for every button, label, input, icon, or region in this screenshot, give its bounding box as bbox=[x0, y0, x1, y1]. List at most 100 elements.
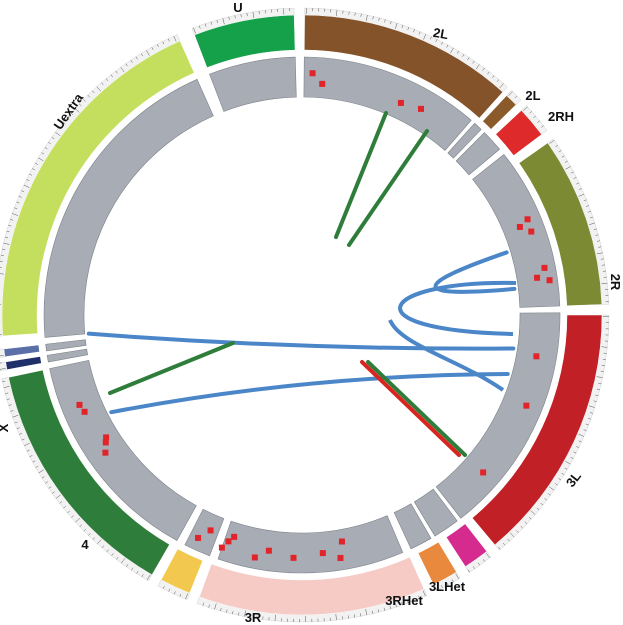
tick bbox=[35, 465, 39, 468]
tick bbox=[5, 392, 9, 394]
tick bbox=[41, 152, 45, 155]
tick bbox=[573, 451, 577, 454]
feature-marker bbox=[231, 533, 238, 540]
tick bbox=[0, 368, 6, 370]
tick bbox=[596, 252, 603, 255]
tick bbox=[593, 228, 597, 230]
label-u: U bbox=[233, 0, 242, 15]
tick bbox=[573, 177, 577, 179]
tick bbox=[435, 39, 438, 43]
tick bbox=[558, 150, 562, 153]
tick bbox=[162, 585, 165, 589]
tick bbox=[336, 9, 338, 16]
tick bbox=[561, 155, 565, 158]
link-6 bbox=[366, 360, 467, 457]
tick bbox=[214, 603, 217, 610]
tick bbox=[131, 567, 134, 571]
tick bbox=[482, 559, 486, 562]
tick bbox=[601, 346, 608, 348]
tick bbox=[228, 16, 230, 20]
track-segment-11 bbox=[46, 348, 89, 363]
tick bbox=[173, 591, 176, 595]
tick bbox=[2, 248, 6, 250]
tick bbox=[162, 41, 165, 45]
tick bbox=[401, 602, 403, 606]
feature-marker bbox=[541, 264, 548, 271]
tick bbox=[508, 91, 513, 97]
tick bbox=[593, 400, 597, 402]
tick bbox=[564, 467, 568, 470]
tick bbox=[16, 201, 20, 204]
feature-marker bbox=[290, 554, 297, 561]
ideogram-yhet bbox=[3, 344, 40, 358]
tick bbox=[401, 24, 404, 28]
ideogram-u bbox=[194, 14, 296, 68]
tick bbox=[570, 457, 574, 459]
tick bbox=[92, 537, 96, 540]
tick bbox=[365, 609, 368, 616]
feature-marker bbox=[546, 277, 553, 284]
tick bbox=[18, 196, 22, 198]
tick bbox=[29, 173, 33, 176]
tick bbox=[585, 423, 589, 426]
tick bbox=[135, 56, 138, 60]
tick bbox=[528, 517, 532, 520]
tick bbox=[23, 184, 30, 188]
tick bbox=[3, 386, 10, 388]
tick bbox=[514, 95, 518, 99]
feature-marker bbox=[103, 434, 110, 441]
ideogram-uextra bbox=[1, 40, 195, 337]
tick bbox=[21, 190, 25, 193]
tick bbox=[204, 23, 207, 27]
tick bbox=[26, 449, 30, 452]
feature-marker bbox=[533, 353, 540, 360]
tick bbox=[87, 94, 91, 98]
tick bbox=[156, 44, 159, 48]
tick bbox=[146, 50, 150, 56]
label-2r: 2R bbox=[608, 274, 623, 291]
tick bbox=[536, 507, 540, 511]
tick bbox=[105, 78, 109, 82]
tick bbox=[583, 429, 587, 431]
tick bbox=[45, 481, 48, 484]
tick bbox=[520, 525, 524, 529]
tick bbox=[541, 125, 544, 128]
track-segment-8 bbox=[217, 515, 404, 574]
tick bbox=[14, 421, 18, 424]
link-loop bbox=[398, 280, 517, 336]
tick bbox=[75, 517, 81, 523]
tick bbox=[394, 601, 397, 608]
tick bbox=[423, 34, 427, 40]
tick bbox=[32, 460, 36, 463]
tick bbox=[101, 545, 105, 549]
tick bbox=[354, 12, 356, 16]
tick bbox=[377, 609, 380, 613]
tick bbox=[16, 427, 20, 429]
tick bbox=[19, 433, 23, 435]
tick bbox=[6, 398, 10, 400]
tick bbox=[467, 569, 470, 573]
tick bbox=[558, 478, 562, 481]
tick bbox=[167, 38, 170, 42]
link-2 bbox=[433, 250, 517, 294]
tick bbox=[74, 108, 80, 113]
tick bbox=[4, 236, 9, 239]
tick bbox=[88, 533, 91, 536]
tick bbox=[2, 380, 6, 382]
tick bbox=[48, 142, 51, 145]
tick bbox=[450, 47, 454, 54]
tick bbox=[92, 90, 95, 94]
tick bbox=[216, 19, 218, 23]
tick bbox=[395, 23, 398, 29]
track-segment-3 bbox=[455, 132, 501, 176]
tick bbox=[146, 574, 151, 581]
feature-marker bbox=[480, 469, 487, 476]
feature-marker bbox=[319, 550, 326, 557]
tick bbox=[600, 370, 604, 372]
tick bbox=[475, 64, 480, 70]
tick bbox=[202, 602, 205, 606]
tick bbox=[6, 230, 10, 233]
ideogram-ring bbox=[1, 14, 603, 616]
tick bbox=[588, 405, 595, 408]
ideogram-3rhet bbox=[417, 541, 457, 585]
